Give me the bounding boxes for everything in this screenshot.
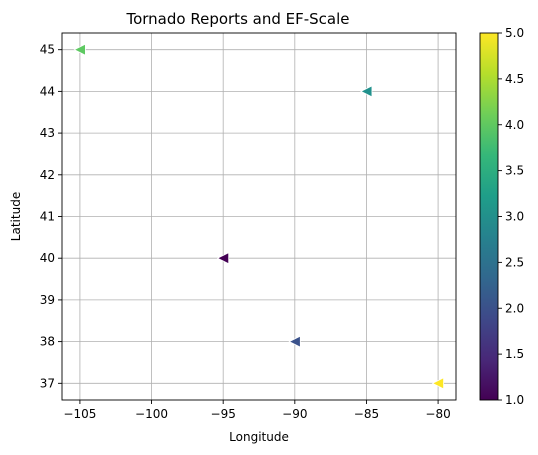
x-tick-label: −85 xyxy=(354,407,379,421)
data-point-ef4 xyxy=(73,43,86,56)
colorbar-gradient xyxy=(480,33,498,400)
x-tick-label: −100 xyxy=(135,407,168,421)
data-point-ef3 xyxy=(360,85,373,98)
y-tick-label: 40 xyxy=(40,251,55,265)
y-axis-ticks: 37 38 39 40 41 42 43 44 45 xyxy=(40,43,62,390)
colorbar-tick-label: 1.0 xyxy=(505,393,524,407)
y-tick-label: 41 xyxy=(40,210,55,224)
colorbar: 1.0 1.5 2.0 2.5 3.0 3.5 4.0 4.5 5.0 xyxy=(479,26,524,407)
y-tick-label: 42 xyxy=(40,168,55,182)
x-axis-ticks: −105 −100 −95 −90 −85 −80 xyxy=(63,400,451,421)
data-point-ef2 xyxy=(288,335,301,348)
y-tick-label: 45 xyxy=(40,43,55,57)
y-tick-label: 44 xyxy=(40,84,55,98)
x-tick-label: −90 xyxy=(282,407,307,421)
data-points xyxy=(73,43,444,390)
chart-title: Tornado Reports and EF-Scale xyxy=(125,10,349,28)
y-tick-label: 38 xyxy=(40,335,55,349)
colorbar-tick-label: 4.5 xyxy=(505,72,524,86)
x-tick-label: −95 xyxy=(211,407,236,421)
data-point-ef5 xyxy=(431,377,444,390)
data-point-ef1 xyxy=(216,252,230,265)
colorbar-tick-label: 1.5 xyxy=(505,347,524,361)
y-tick-label: 39 xyxy=(40,293,55,307)
grid-lines xyxy=(62,33,456,400)
x-tick-label: −80 xyxy=(425,407,450,421)
colorbar-tick-label: 4.0 xyxy=(505,118,524,132)
colorbar-tick-label: 5.0 xyxy=(505,26,524,40)
colorbar-tick-label: 3.5 xyxy=(505,164,524,178)
y-axis-label: Latitude xyxy=(9,192,23,241)
x-axis-label: Longitude xyxy=(229,430,289,444)
colorbar-tick-label: 3.0 xyxy=(505,210,524,224)
colorbar-tick-label: 2.5 xyxy=(505,255,524,269)
y-tick-label: 37 xyxy=(40,376,55,390)
x-tick-label: −105 xyxy=(63,407,96,421)
y-tick-label: 43 xyxy=(40,126,55,140)
colorbar-ticks: 1.0 1.5 2.0 2.5 3.0 3.5 4.0 4.5 5.0 xyxy=(498,26,524,407)
colorbar-tick-label: 2.0 xyxy=(505,301,524,315)
